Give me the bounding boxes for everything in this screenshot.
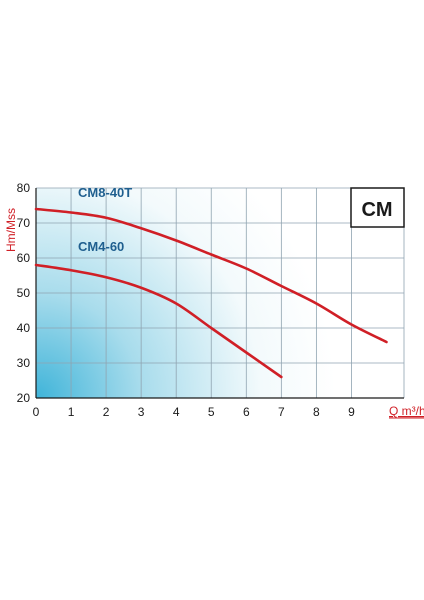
series-label: CM4-60 [78,239,124,254]
x-tick-label: 2 [103,405,110,419]
chart-title-box: CM [350,187,405,228]
y-axis-label: Hm/Mss [4,208,18,252]
y-tick-label: 80 [17,181,31,195]
x-tick-label: 4 [173,405,180,419]
series-group: CM8-40T CM4-60 [34,185,388,379]
x-tick-label: 5 [208,405,215,419]
x-tick-label: 3 [138,405,145,419]
x-tick-label: 6 [243,405,250,419]
x-axis-label: Q m³/h [389,404,424,418]
y-tick-label: 40 [17,321,31,335]
x-tick-label: 0 [33,405,40,419]
series-label: CM8-40T [78,185,132,200]
series-line [34,263,283,379]
axes: 0 1 2 3 4 5 6 7 8 9 20 30 40 50 60 70 80 [17,181,404,419]
x-tick-label: 7 [278,405,285,419]
series-line [34,207,388,344]
y-tick-label: 60 [17,251,31,265]
y-tick-label: 20 [17,391,31,405]
y-tick-label: 70 [17,216,31,230]
y-tick-label: 30 [17,356,31,370]
chart-title: CM [361,199,392,221]
title-box [350,187,405,228]
x-tick-label: 8 [313,405,320,419]
x-tick-label: 9 [348,405,355,419]
y-tick-label: 50 [17,286,31,300]
x-tick-label: 1 [68,405,75,419]
